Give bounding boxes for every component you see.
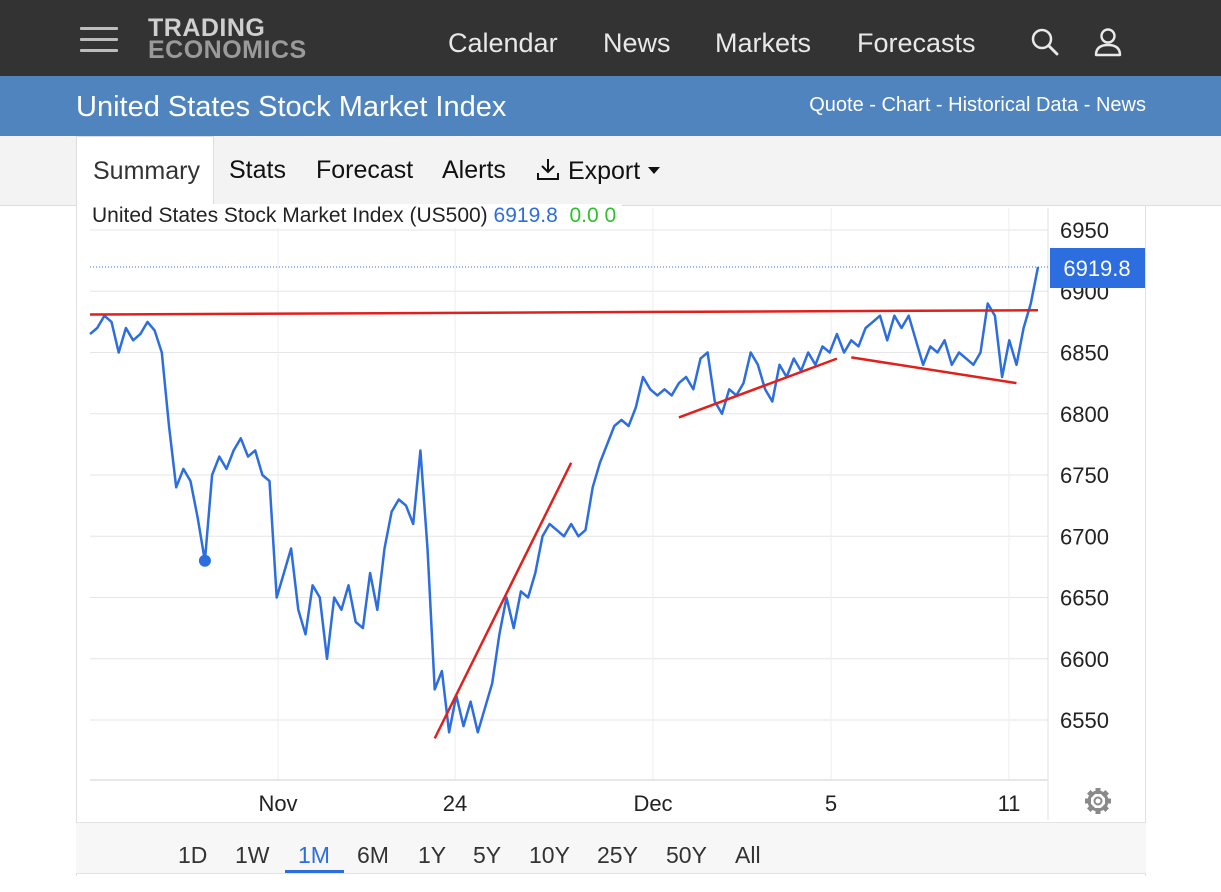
y-tick-label: 6750 bbox=[1060, 463, 1109, 488]
nav-markets[interactable]: Markets bbox=[715, 28, 812, 58]
range-5y[interactable]: 5Y bbox=[473, 842, 502, 868]
x-tick-label: 5 bbox=[825, 791, 837, 816]
change-percent: 0 bbox=[604, 204, 617, 227]
y-tick-label: 6650 bbox=[1060, 586, 1109, 611]
user-icon[interactable] bbox=[1093, 27, 1123, 62]
series-marker bbox=[198, 554, 211, 567]
range-10y[interactable]: 10Y bbox=[529, 842, 570, 868]
range-1y[interactable]: 1Y bbox=[418, 842, 447, 868]
series-line bbox=[89, 266, 1040, 734]
last-value: 6919.8 bbox=[493, 204, 558, 227]
range-1m[interactable]: 1M bbox=[298, 842, 330, 868]
logo-line-2: ECONOMICS bbox=[148, 36, 307, 64]
chart-header: United States Stock Market Index (US500)… bbox=[92, 204, 623, 228]
link-quote[interactable]: Quote bbox=[809, 94, 864, 116]
trendline bbox=[89, 308, 1039, 316]
range-selector: 1D 1W 1M 6M 1Y 5Y 10Y 25Y 50Y All bbox=[76, 822, 1146, 874]
logo-line-1: TRADING bbox=[148, 14, 266, 42]
range-active-indicator bbox=[285, 870, 344, 873]
trendline bbox=[851, 356, 1017, 385]
quick-links: Quote - Chart - Historical Data - News bbox=[809, 94, 1146, 117]
x-tick-label: 24 bbox=[443, 791, 467, 816]
trendline bbox=[678, 357, 838, 419]
nav-forecasts[interactable]: Forecasts bbox=[857, 28, 976, 58]
series-label: United States Stock Market Index (US500) bbox=[92, 204, 488, 227]
x-tick-label: 11 bbox=[998, 791, 1021, 816]
tab-export[interactable]: Export bbox=[535, 156, 661, 186]
page-title: United States Stock Market Index bbox=[76, 91, 507, 123]
nav-news[interactable]: News bbox=[603, 28, 671, 58]
link-historical-data[interactable]: Historical Data bbox=[948, 94, 1079, 116]
range-all[interactable]: All bbox=[735, 842, 761, 868]
trendline bbox=[433, 462, 573, 739]
range-6m[interactable]: 6M bbox=[357, 842, 389, 868]
tab-stats[interactable]: Stats bbox=[229, 156, 286, 184]
price-badge bbox=[1050, 247, 1145, 288]
change-value: 0.0 bbox=[569, 204, 599, 227]
logo[interactable]: TRADING ECONOMICS bbox=[148, 14, 307, 64]
nav-calendar[interactable]: Calendar bbox=[448, 28, 558, 58]
link-chart[interactable]: Chart bbox=[881, 94, 931, 116]
link-news[interactable]: News bbox=[1095, 94, 1146, 116]
link-separator: - bbox=[863, 94, 882, 116]
tab-summary[interactable]: Summary bbox=[76, 136, 214, 207]
chart-panel bbox=[76, 206, 1146, 876]
y-tick-label: 6850 bbox=[1060, 341, 1109, 366]
caret-down-icon bbox=[648, 167, 661, 174]
gear-ring bbox=[1087, 790, 1109, 812]
download-icon bbox=[537, 159, 559, 180]
y-tick-label: 6950 bbox=[1060, 218, 1109, 243]
y-tick-label: 6700 bbox=[1060, 524, 1109, 549]
top-navbar: TRADING ECONOMICS Calendar News Markets … bbox=[0, 0, 1221, 76]
tab-forecast[interactable]: Forecast bbox=[316, 156, 414, 184]
tab-export-label: Export bbox=[567, 157, 641, 185]
y-tick-label: 6800 bbox=[1060, 402, 1109, 427]
range-25y[interactable]: 25Y bbox=[597, 842, 638, 868]
link-separator: - bbox=[1078, 94, 1096, 116]
y-tick-label: 6550 bbox=[1060, 708, 1109, 733]
tabs-row: Summary Stats Forecast Alerts Export bbox=[0, 136, 1221, 207]
range-50y[interactable]: 50Y bbox=[666, 842, 707, 868]
range-1d[interactable]: 1D bbox=[178, 842, 208, 868]
tab-summary-label: Summary bbox=[93, 157, 200, 185]
range-1w[interactable]: 1W bbox=[235, 842, 270, 868]
page-title-bar: United States Stock Market Index Quote -… bbox=[0, 76, 1221, 136]
gear-hub bbox=[1093, 796, 1103, 806]
search-icon[interactable] bbox=[1030, 27, 1060, 62]
x-tick-label: Nov bbox=[258, 791, 297, 816]
link-separator: - bbox=[930, 94, 949, 116]
y-tick-label: 6600 bbox=[1060, 647, 1109, 672]
gear-icon[interactable] bbox=[1085, 788, 1111, 814]
tab-alerts[interactable]: Alerts bbox=[442, 156, 506, 184]
menu-icon[interactable] bbox=[80, 27, 118, 55]
price-badge-label: 6919.8 bbox=[1063, 256, 1130, 281]
x-tick-label: Dec bbox=[633, 791, 672, 816]
